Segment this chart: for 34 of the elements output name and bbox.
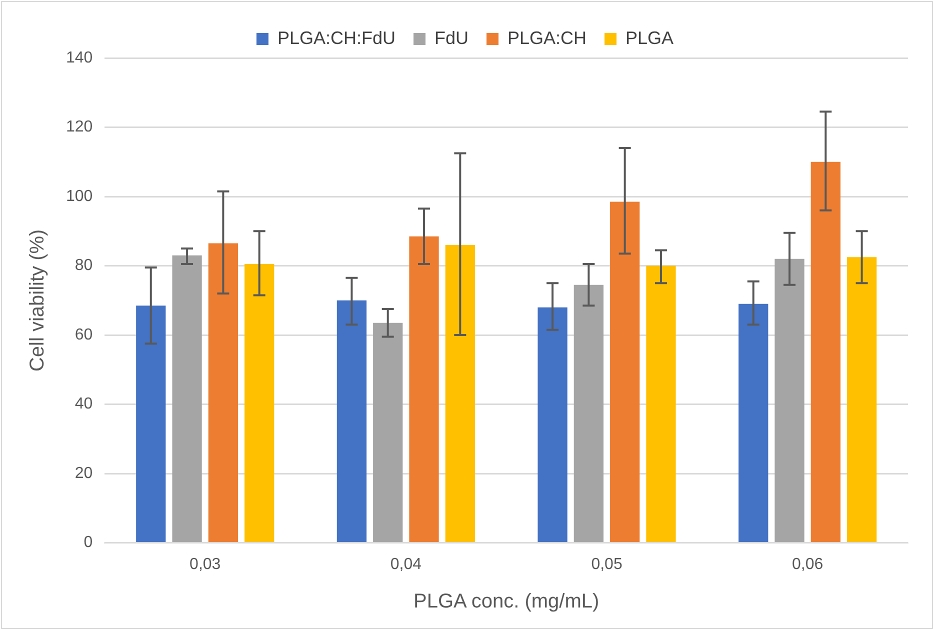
legend-label: FdU [434, 28, 469, 48]
bar [774, 258, 804, 542]
x-tick-label: 0,03 [190, 556, 221, 573]
y-tick-label: 120 [66, 118, 93, 136]
bar [409, 236, 439, 542]
bar [373, 322, 403, 542]
bar [336, 300, 367, 542]
y-tick-label: 40 [74, 396, 93, 413]
bar [646, 266, 676, 542]
bar [208, 243, 238, 542]
y-tick-label: 20 [74, 464, 93, 482]
x-tick-label: 0,05 [591, 556, 622, 573]
legend-label: PLGA:CH:FdU [277, 28, 396, 48]
y-tick-label: 140 [66, 49, 93, 66]
y-tick-label: 0 [84, 534, 93, 552]
bar [574, 284, 604, 542]
legend-label: PLGA [626, 28, 674, 48]
bar [738, 304, 768, 542]
bar [445, 244, 475, 542]
x-tick-label: 0,06 [792, 556, 824, 573]
bar [136, 306, 166, 542]
legend-label: PLGA:CH [507, 28, 587, 48]
x-tick-label: 0,04 [390, 556, 422, 573]
y-tick-label: 80 [74, 257, 93, 274]
y-axis-title: Cell viability (%) [26, 229, 49, 372]
y-tick-label: 100 [66, 188, 93, 205]
bar [244, 264, 274, 542]
bar [172, 255, 202, 542]
x-axis-title: PLGA conc. (mg/mL) [414, 590, 600, 613]
bar [810, 162, 840, 542]
bar [610, 202, 640, 542]
bar [538, 307, 568, 542]
bar [846, 257, 877, 542]
y-tick-label: 60 [74, 326, 93, 344]
